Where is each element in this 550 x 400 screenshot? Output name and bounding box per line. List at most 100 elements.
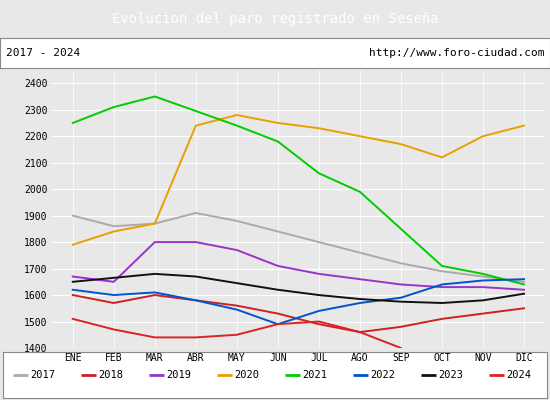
2019	[69, 274, 76, 279]
2021	[439, 264, 446, 268]
2020	[69, 242, 76, 247]
2019	[356, 277, 363, 282]
Line: 2019: 2019	[73, 242, 524, 290]
Text: 2024: 2024	[507, 370, 531, 380]
Line: 2017: 2017	[73, 213, 524, 282]
2018	[521, 306, 527, 311]
Line: 2024: 2024	[73, 319, 401, 348]
2019	[234, 248, 240, 252]
Text: Evolucion del paro registrado en Seseña: Evolucion del paro registrado en Seseña	[112, 12, 438, 26]
Text: http://www.foro-ciudad.com: http://www.foro-ciudad.com	[369, 48, 544, 58]
2022	[521, 277, 527, 282]
2018	[316, 322, 322, 326]
Text: 2018: 2018	[98, 370, 123, 380]
2018	[234, 303, 240, 308]
2020	[480, 134, 486, 138]
2021	[521, 282, 527, 287]
2019	[480, 285, 486, 290]
2022	[398, 295, 404, 300]
2023	[316, 293, 322, 298]
2024	[111, 327, 117, 332]
2017	[274, 229, 281, 234]
Text: 2017 - 2024: 2017 - 2024	[6, 48, 80, 58]
2023	[398, 299, 404, 304]
2021	[151, 94, 158, 99]
Text: 2020: 2020	[234, 370, 259, 380]
2023	[234, 281, 240, 286]
2020	[274, 120, 281, 125]
2018	[439, 316, 446, 321]
2021	[111, 105, 117, 110]
2021	[480, 272, 486, 276]
2022	[111, 293, 117, 298]
Text: 2023: 2023	[438, 370, 463, 380]
2018	[356, 330, 363, 334]
2024	[69, 316, 76, 321]
2024	[234, 332, 240, 337]
2020	[521, 123, 527, 128]
2022	[356, 300, 363, 305]
Text: 2019: 2019	[166, 370, 191, 380]
2018	[398, 324, 404, 329]
2018	[480, 311, 486, 316]
2021	[234, 123, 240, 128]
2022	[151, 290, 158, 295]
2021	[316, 171, 322, 176]
2024	[316, 319, 322, 324]
2023	[356, 297, 363, 302]
2022	[439, 282, 446, 287]
2017	[356, 250, 363, 255]
2019	[151, 240, 158, 244]
Text: 2022: 2022	[370, 370, 395, 380]
2017	[234, 218, 240, 223]
2019	[521, 287, 527, 292]
2017	[316, 240, 322, 244]
2023	[192, 274, 199, 279]
2018	[274, 311, 281, 316]
2023	[521, 291, 527, 296]
2022	[234, 307, 240, 312]
2023	[151, 272, 158, 276]
2022	[316, 308, 322, 313]
2019	[439, 285, 446, 290]
2020	[234, 113, 240, 118]
2020	[111, 229, 117, 234]
2020	[356, 134, 363, 138]
2021	[69, 120, 76, 125]
2020	[398, 142, 404, 146]
2018	[111, 300, 117, 305]
2022	[274, 322, 281, 326]
2018	[151, 293, 158, 298]
Text: 2021: 2021	[302, 370, 327, 380]
Line: 2021: 2021	[73, 96, 524, 284]
2020	[151, 221, 158, 226]
2019	[316, 272, 322, 276]
2018	[69, 293, 76, 298]
Text: 2017: 2017	[30, 370, 55, 380]
2017	[439, 269, 446, 274]
2019	[274, 264, 281, 268]
2017	[151, 221, 158, 226]
2023	[439, 300, 446, 305]
2021	[192, 109, 199, 114]
2023	[480, 298, 486, 303]
2017	[192, 210, 199, 215]
Line: 2022: 2022	[73, 279, 524, 324]
Line: 2018: 2018	[73, 295, 524, 332]
2024	[192, 335, 199, 340]
Line: 2020: 2020	[73, 115, 524, 245]
2022	[480, 278, 486, 283]
2024	[151, 335, 158, 340]
2023	[274, 287, 281, 292]
2022	[192, 298, 199, 303]
2017	[111, 224, 117, 229]
2020	[316, 126, 322, 131]
2019	[192, 240, 199, 244]
2021	[274, 139, 281, 144]
2020	[439, 155, 446, 160]
2024	[398, 346, 404, 350]
2018	[192, 298, 199, 303]
Line: 2023: 2023	[73, 274, 524, 303]
2021	[398, 226, 404, 231]
2017	[521, 280, 527, 284]
